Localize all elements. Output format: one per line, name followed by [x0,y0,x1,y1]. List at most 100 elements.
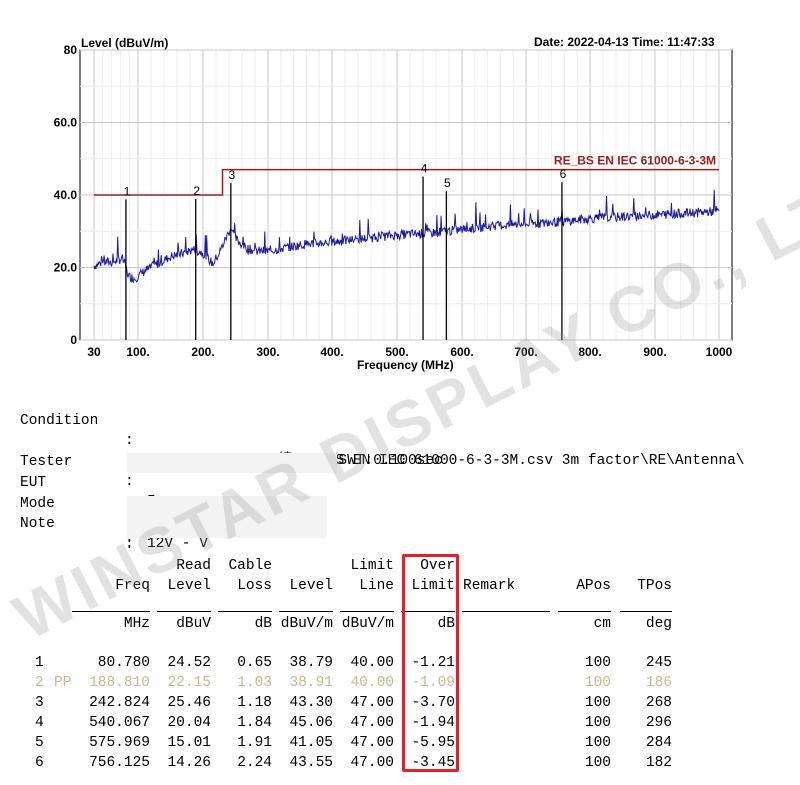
cell-read-level: 15.01 [167,735,211,751]
cell-over-limit: -5.95 [411,735,455,751]
cell-over-limit: -1.09 [411,675,455,691]
limit-line [94,168,719,196]
col-header-top-cable-loss: Cable [228,558,272,574]
cell-read-level: 14.26 [167,755,211,771]
x-tick-label: 200. [191,345,214,359]
cell-read-level: 20.04 [167,715,211,731]
unit-read-level: dBuV [176,616,211,632]
x-axis-label: Frequency (MHz) [357,358,454,372]
col-header-read-level: Level [167,578,211,594]
cell-limit-line: 47.00 [350,695,394,711]
cell-cable-loss: 1.84 [237,715,272,731]
cell-tpos: 268 [645,695,672,711]
eut-label: EUT [20,475,47,491]
col-header-top-limit-line: Limit [350,558,394,574]
peak-marker-label: 2 [193,184,200,198]
cell-freq: 540.067 [89,715,150,731]
unit-over-limit: dB [437,616,455,632]
cell-tpos: 284 [645,735,672,751]
cell-cable-loss: 1.03 [237,675,272,691]
cell-read-level: 22.15 [167,675,211,691]
note-row: Note : [20,494,134,552]
x-tick-label: 400. [320,345,343,359]
cell-limit-line: 40.00 [350,675,394,691]
x-tick-label: 30 [87,345,101,359]
chart-area: Level (dBuV/m) Date: 2022-04-13 Time: 11… [0,0,800,380]
row-number: 1 [35,655,44,671]
cell-level: 38.79 [289,655,333,671]
eut-redacted-box [127,453,337,473]
mode-value: 12V - V [147,536,208,552]
row-number: 4 [35,715,44,731]
cell-level: 43.55 [289,755,333,771]
cell-tpos: 296 [645,715,672,731]
note-label: Note [20,516,55,532]
cell-level: 45.06 [289,715,333,731]
peak-marker-label: 4 [421,162,428,176]
mode-label: Mode [20,496,55,512]
y-tick-label: 80 [64,43,78,57]
cell-apos: 100 [584,675,611,691]
condition-colon-2: : [125,433,134,449]
x-tick-label: 100. [126,345,149,359]
measurement-trace [93,189,720,284]
unit-cable-loss: dB [254,616,272,632]
cell-limit-line: 47.00 [350,735,394,751]
col-header-over-limit: Limit [411,578,455,594]
cell-apos: 100 [584,655,611,671]
header-rule-apos [558,611,611,612]
over-limit-highlight-box [402,554,459,772]
header-rule-cable-loss [218,611,272,612]
tester-row: Tester : Ian [20,432,173,510]
condition-row-2: : RBW:120kHz VBW:300kHz SWT:0.100sec [20,411,443,469]
tester-label: Tester [20,454,73,470]
header-rule-tpos [620,611,672,612]
note-redacted-box [127,496,327,538]
col-header-cable-loss: Loss [237,578,272,594]
header-rule-remark [462,611,550,612]
unit-level: dBuV/m [280,616,333,632]
row-number: 3 [35,695,44,711]
mode-row: Mode : 12V - V [20,474,208,552]
cell-cable-loss: 0.65 [237,655,272,671]
tester-colon: : [125,474,134,490]
cell-limit-line: 47.00 [350,755,394,771]
row-number: 2 [35,675,44,691]
col-header-limit-line: Line [359,578,394,594]
col-header-top-over-limit: Over [420,558,455,574]
cell-apos: 100 [584,735,611,751]
cell-freq: 575.969 [89,735,150,751]
cell-freq: 242.824 [89,695,150,711]
peak-marker-label: 1 [124,184,131,198]
spectrum-chart: 0 20.0 40.0 60.0 80 30 100. 200. 300. 400. 500. 600… [54,43,733,359]
x-tick-label: 900. [643,345,666,359]
cell-tpos: 186 [645,675,672,691]
eut-row: EUT : [20,453,134,511]
row-number: 5 [35,735,44,751]
row-number: 6 [35,755,44,771]
cell-tpos: 182 [645,755,672,771]
cell-tpos: 245 [645,655,672,671]
x-tick-label: 300. [256,345,279,359]
cell-apos: 100 [584,715,611,731]
cell-freq: 80.780 [97,655,150,671]
y-tick-label: 0 [70,333,77,347]
unit-freq: MHz [123,616,150,632]
header-rule-read-level [157,611,211,612]
cell-cable-loss: 1.91 [237,735,272,751]
peak-marker-label: 6 [560,167,567,181]
unit-tpos: deg [645,616,672,632]
cell-freq: 756.125 [89,755,150,771]
note-row-2: : [20,515,134,553]
x-tick-label: 700. [514,345,537,359]
col-header-tpos: TPos [637,578,672,594]
date-time-stamp: Date: 2022-04-13 Time: 11:47:33 [534,35,715,49]
peak-marker-label: 5 [444,176,451,190]
x-tick-label: 600. [450,345,473,359]
cell-apos: 100 [584,695,611,711]
unit-limit-line: dBuV/m [341,616,394,632]
cell-cable-loss: 2.24 [237,755,272,771]
cell-cable-loss: 1.18 [237,695,272,711]
header-rule-level [279,611,333,612]
x-tick-label: 1000 [706,345,733,359]
